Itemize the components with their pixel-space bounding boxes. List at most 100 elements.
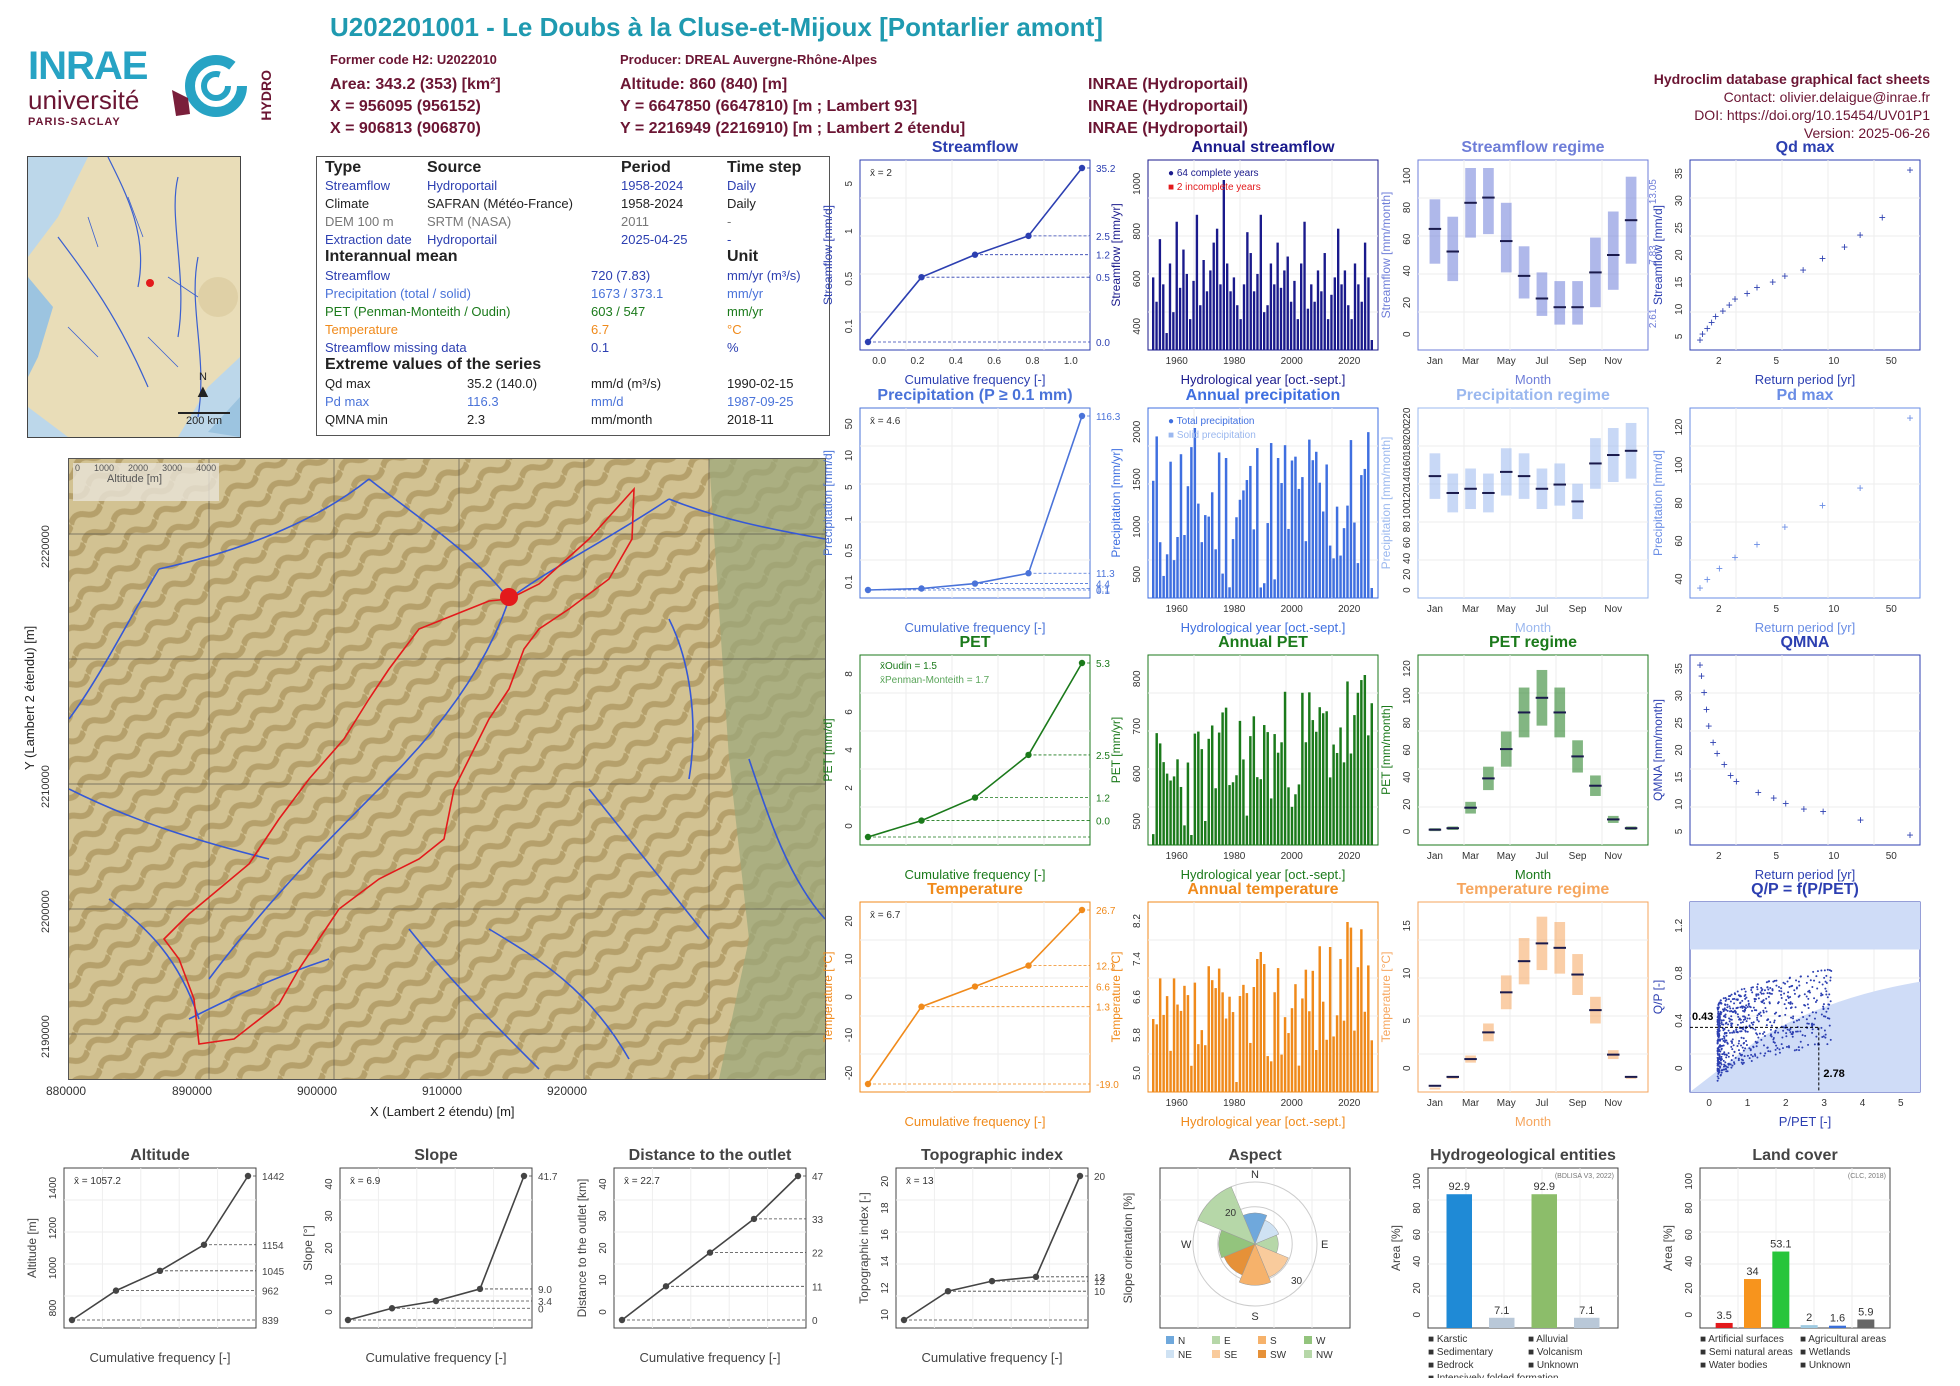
- annual-bar: [1231, 539, 1235, 598]
- qp-point: [1775, 1011, 1778, 1014]
- plot-frame: [1689, 159, 1921, 351]
- month-tick: Jul: [1536, 1098, 1549, 1109]
- qp-point: [1791, 1033, 1794, 1036]
- qp-point: [1772, 980, 1775, 983]
- qp-point: [1730, 1066, 1733, 1069]
- return-period-point: +: [1721, 758, 1728, 772]
- y-tick: 30: [1674, 195, 1685, 207]
- page-title: U202201001 - Le Doubs à la Cluse-et-Mijo…: [330, 12, 1103, 42]
- y-axis-label: Precipitation [mm/d]: [821, 450, 835, 556]
- month-tick: Nov: [1604, 1098, 1622, 1109]
- y-tick: 0: [1412, 1311, 1423, 1317]
- qp-point: [1728, 1010, 1731, 1013]
- qp-point: [1829, 979, 1832, 982]
- unit-title: Unit: [727, 248, 759, 265]
- qp-point: [1734, 1056, 1737, 1059]
- return-period-point: +: [1857, 481, 1864, 495]
- bar-value-label: 2: [1806, 1312, 1812, 1324]
- qp-point: [1766, 992, 1769, 995]
- annual-bar: [1335, 506, 1339, 598]
- y-tick: 18: [880, 1202, 891, 1214]
- qp-point: [1745, 996, 1748, 999]
- annual-bar: [1273, 734, 1276, 845]
- qp-point: [1742, 1028, 1745, 1031]
- plot-frame: [63, 1167, 257, 1329]
- qp-point: [1738, 1052, 1741, 1055]
- annual-bar: [1200, 749, 1204, 845]
- legend-tick: 2000: [128, 463, 149, 473]
- y-lambert93: Y = 6647850 (6647810) [m ; Lambert 93]: [620, 98, 918, 115]
- annual-bar: [1169, 461, 1172, 598]
- annual-bar: [1280, 1054, 1283, 1092]
- regime-box: [1536, 272, 1548, 316]
- annual-bar: [1239, 319, 1242, 350]
- qp-point: [1824, 1033, 1827, 1036]
- qp-point: [1737, 1057, 1740, 1060]
- chart-3: Qd max Return period [yr] Streamflow [mm/d…: [1651, 139, 1921, 387]
- annual-bar: [1207, 966, 1210, 1092]
- x-axis-label: Cumulative frequency [-]: [905, 620, 1046, 635]
- qp-point: [1791, 1035, 1794, 1038]
- return-period-point: +: [1800, 263, 1807, 277]
- chart-plot-area: Qd max Return period [yr] Streamflow [mm/d…: [1651, 139, 1921, 387]
- qp-point: [1808, 991, 1811, 994]
- y-tick: 80: [1402, 717, 1413, 729]
- annual-bar: [1311, 970, 1315, 1092]
- qp-point: [1769, 992, 1772, 995]
- qp-point: [1765, 1010, 1768, 1013]
- x-axis-label: Month: [1515, 372, 1551, 387]
- chart-5: Annual precipitation Hydrological year [o…: [1109, 387, 1379, 635]
- legend-swatch: [1304, 1336, 1312, 1344]
- chart-title: Qd max: [1776, 139, 1835, 156]
- doi[interactable]: DOI: https://doi.org/10.15454/UV01P1: [1694, 107, 1930, 123]
- legend-entry: ■ Intensively folded formation: [1428, 1373, 1559, 1378]
- chart-title: Annual PET: [1218, 634, 1308, 651]
- contact[interactable]: Contact: olivier.delaigue@inrae.fr: [1723, 89, 1930, 105]
- qp-point: [1775, 1044, 1778, 1047]
- y-tick: 100: [1674, 456, 1685, 473]
- qp-point: [1822, 1005, 1825, 1008]
- x-tick: 50: [1886, 851, 1898, 862]
- chart-plot-area: Streamflow Cumulative frequency [-] Stream…: [821, 139, 1116, 387]
- qp-point: [1756, 985, 1759, 988]
- category-bar: [1800, 1325, 1818, 1328]
- annual-bar: [1276, 458, 1280, 598]
- annual-bar: [1238, 499, 1242, 598]
- qp-point: [1777, 1031, 1780, 1034]
- annual-bar: [1320, 291, 1323, 350]
- cell: Climate: [325, 196, 370, 211]
- y-tick: 14: [880, 1255, 891, 1267]
- plot-frame: [1689, 654, 1921, 846]
- y-tick: 20: [324, 1242, 335, 1254]
- qp-point: [1752, 1006, 1755, 1009]
- extreme-header: Extreme values of the series: [325, 356, 821, 373]
- qp-point: [1828, 1024, 1831, 1027]
- y-tick: 2: [844, 785, 855, 791]
- annual-bar: [1283, 1017, 1287, 1092]
- annual-bar: [1197, 1044, 1200, 1092]
- qp-point: [1828, 1003, 1831, 1006]
- qp-point: [1811, 1024, 1814, 1027]
- y-tick: 180: [1402, 439, 1413, 456]
- qp-point: [1781, 1036, 1784, 1039]
- return-period-point: +: [1726, 298, 1733, 312]
- qp-point: [1755, 993, 1758, 996]
- chart-plot-area: Annual temperature Hydrological year [oct…: [1109, 881, 1379, 1129]
- qp-point: [1720, 1021, 1723, 1024]
- qp-point: [1777, 1001, 1780, 1004]
- y-tick: 40: [1402, 265, 1413, 277]
- annual-bar: [1176, 1004, 1179, 1092]
- qp-point: [1745, 1040, 1748, 1043]
- qp-point: [1717, 1028, 1720, 1031]
- annual-bar: [1356, 692, 1360, 845]
- legend-entry: ■ Artificial surfaces: [1700, 1334, 1784, 1345]
- qp-point: [1730, 1022, 1733, 1025]
- cell: 2011: [621, 214, 649, 229]
- qp-point: [1785, 1035, 1788, 1038]
- universite-text: université: [28, 85, 140, 115]
- quantile-label: -19.0: [1096, 1080, 1119, 1091]
- y-tick: 100: [1402, 687, 1413, 704]
- return-period-point: +: [1754, 538, 1761, 552]
- y-tick: 0: [1402, 1065, 1413, 1071]
- quantile-label: 1.2: [1096, 251, 1110, 262]
